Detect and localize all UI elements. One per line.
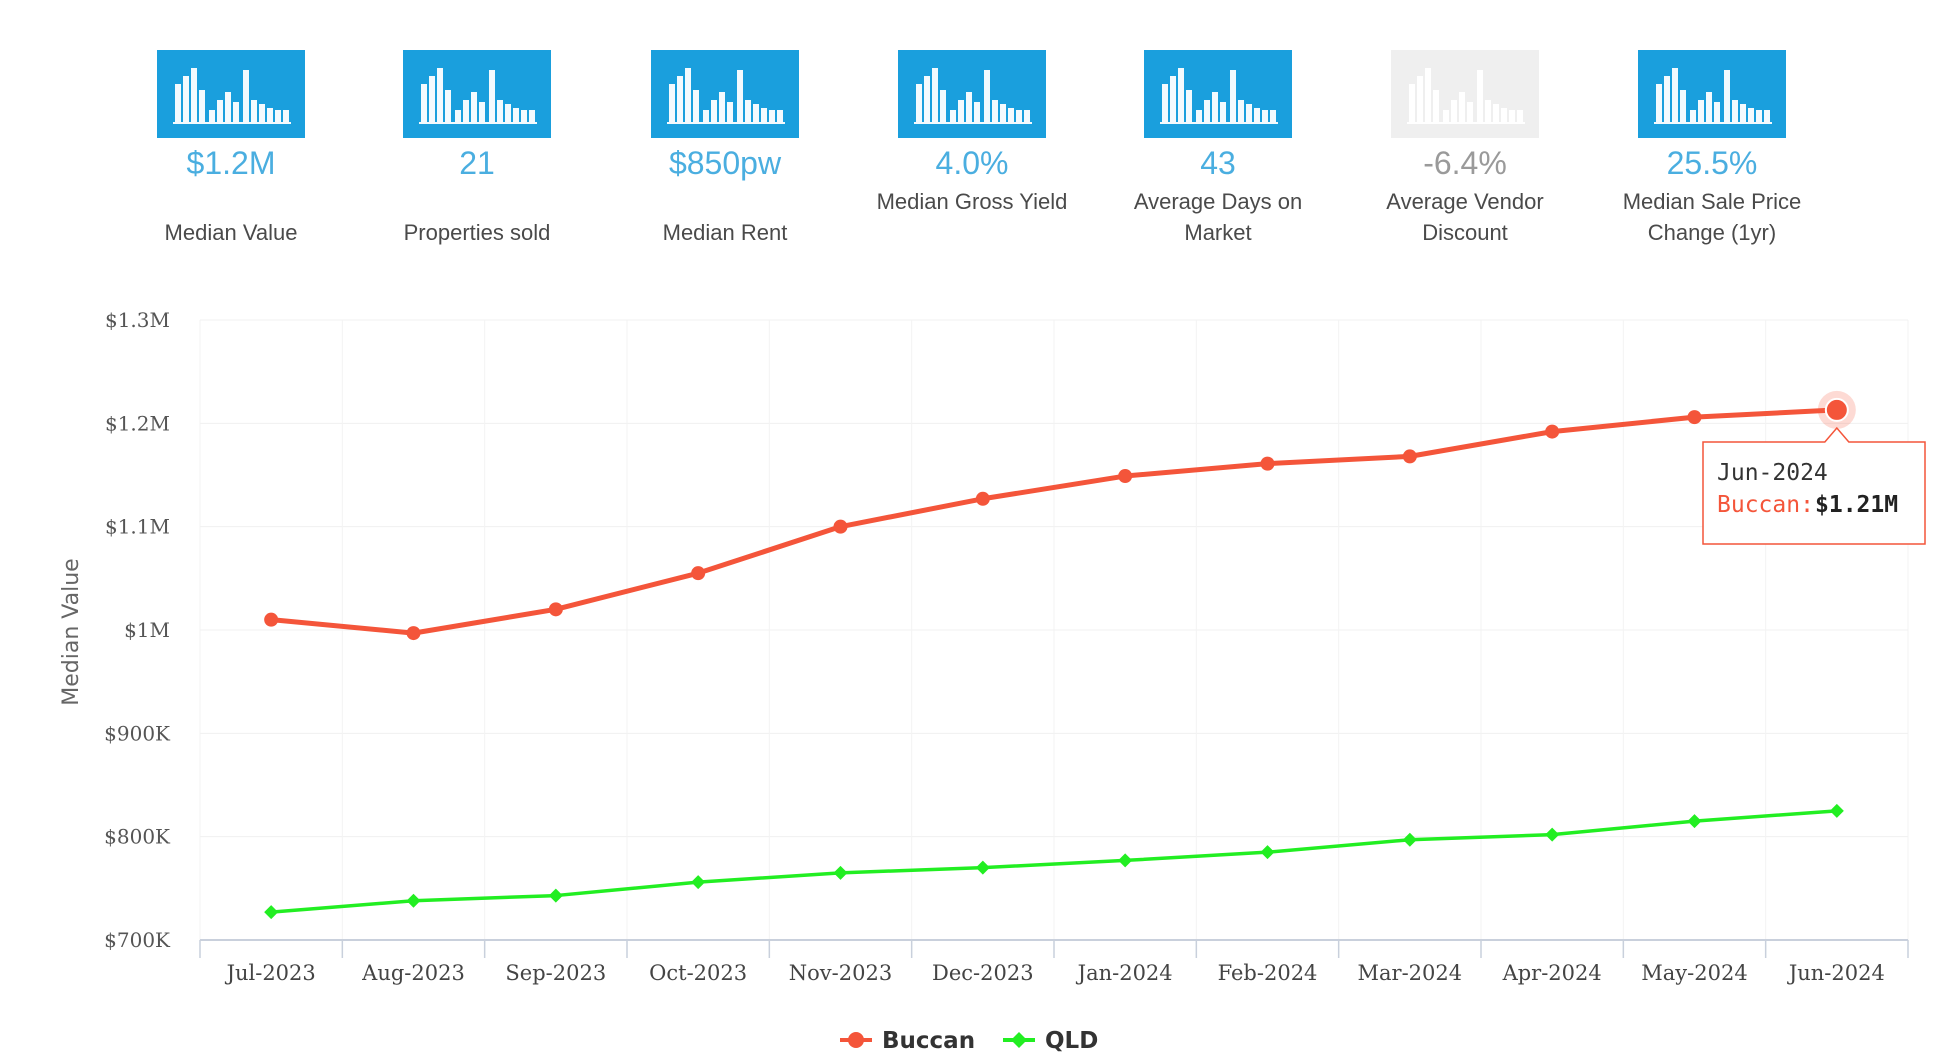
data-point [548, 602, 563, 617]
data-point [1118, 853, 1133, 868]
tooltip: Jun-2024 Buccan: $1.21M [1702, 390, 1926, 545]
data-point [264, 612, 279, 627]
stat-value: -6.4% [1423, 145, 1507, 181]
y-tick-label: $1M [124, 618, 170, 642]
legend-label-qld: QLD [1045, 1028, 1098, 1053]
series-line-qld [269, 809, 1839, 914]
stat-median-value[interactable]: $1.2M Median Value [116, 50, 346, 248]
legend: Buccan QLD [840, 1028, 1098, 1053]
data-point [975, 491, 990, 506]
data-point [833, 865, 848, 880]
data-point [406, 893, 421, 908]
stat-value: 21 [459, 145, 495, 181]
stat-value: 25.5% [1666, 145, 1758, 181]
data-point [406, 626, 421, 641]
data-point [1260, 456, 1275, 471]
legend-label-buccan: Buccan [882, 1028, 975, 1053]
legend-marker [848, 1032, 864, 1048]
data-point [833, 519, 848, 534]
x-tick-label: Oct-2023 [649, 961, 747, 985]
bar-chart-icon[interactable] [403, 50, 551, 138]
stat-label: Median Value [164, 220, 298, 245]
bar-chart-icon[interactable] [1391, 50, 1539, 138]
series-line-buccan [268, 407, 1840, 636]
data-point [1402, 832, 1417, 847]
data-point [1829, 803, 1844, 818]
data-point [975, 860, 990, 875]
data-point [1402, 449, 1417, 464]
stat-label: Median Sale Price Change (1yr) [1622, 189, 1802, 245]
axes: $1.3M $1.2M $1.1M $1M $900K $800K $700K Jul-202… [104, 308, 1909, 985]
bar-chart-icon[interactable] [1638, 50, 1786, 138]
y-tick-label: $700K [104, 928, 171, 952]
stat-value: $850pw [668, 145, 782, 181]
tooltip-box [1702, 426, 1926, 545]
y-axis-label: Median Value [59, 558, 84, 705]
stat-properties-sold[interactable]: 21 Properties sold [362, 50, 592, 248]
stat-median-sale-price-change[interactable]: 25.5% Median Sale Price Change (1yr) [1597, 50, 1827, 248]
stat-median-gross-yield[interactable]: 4.0% Median Gross Yield [857, 50, 1087, 217]
x-tick-label: Aug-2023 [361, 961, 465, 985]
stat-label: Median Gross Yield [876, 189, 1068, 214]
data-point [1687, 814, 1702, 829]
x-tick-label: Apr-2024 [1502, 961, 1602, 985]
series-lines [264, 402, 1844, 920]
data-point [691, 566, 706, 581]
bar-chart-icon[interactable] [898, 50, 1046, 138]
data-point [691, 875, 706, 890]
highlight-point [1824, 397, 1849, 422]
stat-value: $1.2M [186, 145, 276, 181]
x-tick-label: Feb-2024 [1218, 961, 1318, 985]
x-tick-label: Jun-2024 [1787, 961, 1885, 985]
tooltip-date: Jun-2024 [1717, 460, 1828, 486]
stat-label: Average Vendor Discount [1386, 189, 1544, 245]
stat-label: Average Days on Market [1133, 189, 1303, 245]
stat-label: Properties sold [403, 220, 551, 245]
stat-median-rent[interactable]: $850pw Median Rent [610, 50, 840, 248]
tooltip-series: Buccan: [1717, 492, 1814, 518]
x-tick-label: Nov-2023 [789, 961, 892, 985]
stat-label: Median Rent [662, 220, 788, 245]
stat-value: 43 [1200, 145, 1236, 181]
stats-row: $1.2M Median Value 21 Properties sold $8… [0, 0, 1943, 260]
x-tick-label: Jan-2024 [1076, 961, 1173, 985]
bar-chart-icon[interactable] [651, 50, 799, 138]
grid [199, 319, 1909, 940]
data-point [1687, 410, 1702, 425]
x-tick-label: Jul-2023 [225, 961, 316, 985]
x-tick-label: Mar-2024 [1358, 961, 1463, 985]
bar-chart-icon[interactable] [1144, 50, 1292, 138]
data-point [1118, 469, 1133, 484]
stat-value: 4.0% [935, 145, 1009, 181]
data-point [264, 905, 279, 920]
x-tick-label: May-2024 [1641, 961, 1747, 985]
x-tick-label: Sep-2023 [505, 961, 606, 985]
stat-average-days-on-market[interactable]: 43 Average Days on Market [1103, 50, 1333, 248]
tooltip-value: $1.21M [1815, 492, 1898, 518]
y-tick-label: $1.3M [105, 308, 170, 332]
legend-marker [1011, 1032, 1027, 1048]
data-point [1260, 845, 1275, 860]
bar-chart-icon[interactable] [157, 50, 305, 138]
data-point [1545, 424, 1560, 439]
y-tick-label: $900K [104, 721, 171, 745]
y-tick-label: $800K [104, 825, 171, 849]
x-tick-label: Dec-2023 [932, 961, 1034, 985]
y-tick-label: $1.2M [105, 411, 170, 435]
y-tick-label: $1.1M [105, 515, 170, 539]
data-point [1545, 827, 1560, 842]
data-point [548, 888, 563, 903]
stat-average-vendor-discount[interactable]: -6.4% Average Vendor Discount [1350, 50, 1580, 248]
